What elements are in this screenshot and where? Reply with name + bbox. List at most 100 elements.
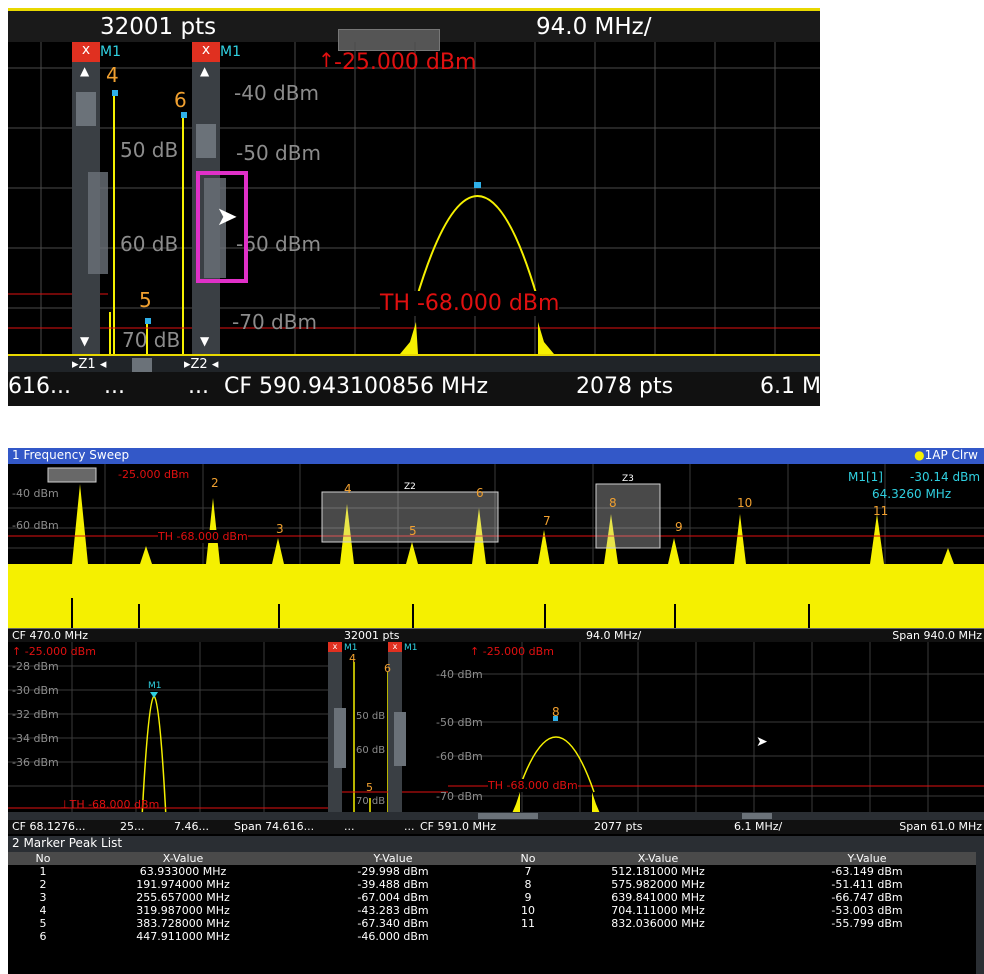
zoomed-mid-label: 70 dB	[356, 796, 386, 807]
table-row[interactable]: 6 447.911000 MHz -46.000 dBm	[8, 930, 976, 943]
z1-label[interactable]: ▸Z1 ◂	[72, 357, 107, 372]
zoomed-status-right-span: Span 61.0 MHz	[899, 820, 982, 833]
sweep-title: 1 Frequency Sweep	[12, 448, 130, 462]
zoomed-left-threshold: ⊥TH -68.000 dBm	[60, 798, 160, 811]
table-cell: 575.982000 MHz	[611, 878, 705, 891]
zoom-y-label: -70 dBm	[232, 310, 317, 334]
col-header-y[interactable]: Y-Value	[373, 852, 413, 865]
sweep-marker-8: 8	[609, 496, 617, 510]
zoomed-mid-m1: M1	[404, 643, 418, 653]
sweep-status-bar: CF 470.0 MHz 32001 pts 94.0 MHz/ Span 94…	[8, 628, 984, 642]
table-row[interactable]: 4 319.987000 MHz -43.283 dBm 10 704.111000 M…	[8, 904, 976, 917]
zoom-status-points: 2078 pts	[576, 374, 674, 399]
scroll-down-icon[interactable]: ▼	[80, 334, 90, 348]
col-header-no[interactable]: No	[35, 852, 51, 865]
col-header-no[interactable]: No	[520, 852, 536, 865]
sweep-status-span: Span 940.0 MHz	[892, 629, 982, 642]
zoomed-mid-label: 50 dB	[356, 711, 386, 722]
table-cell: 4	[39, 904, 47, 917]
mouse-pointer-icon: ➤	[216, 202, 238, 232]
table-row[interactable]: 3 255.657000 MHz -67.004 dBm 9 639.841000 MH…	[8, 891, 976, 904]
close-icon[interactable]: x	[72, 42, 100, 62]
table-cell: -29.998 dBm	[357, 865, 429, 878]
zoomed-hscroll[interactable]	[8, 812, 984, 820]
hscroll-thumb[interactable]	[742, 813, 772, 819]
table-cell: 383.728000 MHz	[136, 917, 230, 930]
zoomed-strip-1[interactable]: x	[328, 642, 346, 812]
zoomed-status-dots: ...	[404, 820, 415, 833]
marker-6: 6	[174, 88, 187, 112]
zoomed-right-y: -50 dBm	[436, 716, 483, 729]
table-cell	[558, 930, 758, 943]
zoomed-right-y: -70 dBm	[436, 790, 483, 803]
zoom-lower-bar: ▸Z1 ◂ ▸Z2 ◂	[8, 354, 820, 372]
zoom-scale: 94.0 MHz/	[536, 14, 652, 40]
zoomed-status-scale: 7.46...	[174, 820, 209, 833]
zoomed-status-right-scale: 6.1 MHz/	[734, 820, 783, 833]
strip-label: 70 dB	[122, 328, 181, 352]
strip-label: 50 dB	[120, 138, 179, 162]
table-row[interactable]: 2 191.974000 MHz -39.488 dBm 8 575.982000 MH…	[8, 878, 976, 891]
sweep-marker-3: 3	[276, 522, 284, 536]
scroll-thumb[interactable]	[334, 708, 346, 768]
sweep-y-label: -60 dBm	[12, 519, 59, 532]
peak-table: No X-Value Y-Value No X-Value Y-Value 1 6…	[8, 852, 976, 943]
peak-list: No X-Value Y-Value No X-Value Y-Value 1 6…	[8, 852, 984, 974]
close-icon[interactable]: x	[328, 642, 342, 652]
peak-list-scrollbar[interactable]	[976, 852, 984, 974]
zoom-slider-thumb[interactable]	[132, 358, 152, 372]
sweep-marker-7: 7	[543, 514, 551, 528]
table-cell: -55.799 dBm	[831, 917, 903, 930]
table-cell: -43.283 dBm	[357, 904, 429, 917]
marker-readout-level: -30.14 dBm	[910, 470, 981, 484]
sweep-marker-10: 10	[737, 496, 753, 510]
sweep-threshold: TH -68.000 dBm	[158, 530, 248, 543]
table-cell: 704.111000 MHz	[611, 904, 705, 917]
col-header-x[interactable]: X-Value	[637, 852, 679, 865]
sweep-marker-6: 6	[476, 486, 484, 500]
zoomed-right-ref: ↑ -25.000 dBm	[470, 645, 554, 658]
sweep-plot	[8, 464, 984, 628]
zoom-status-scale: 6.1 M	[760, 374, 820, 399]
scroll-range	[204, 178, 226, 278]
col-header-y[interactable]: Y-Value	[847, 852, 887, 865]
zoomed-right-threshold: TH -68.000 dBm	[488, 779, 578, 792]
table-cell: -46.000 dBm	[357, 930, 429, 943]
table-row[interactable]: 1 63.933000 MHz -29.998 dBm 7 512.181000 MHz…	[8, 865, 976, 878]
zoomed-mid-m1: M1	[344, 643, 358, 653]
scroll-up-icon[interactable]: ▲	[80, 64, 90, 78]
zoomed-marker-8: 8	[552, 705, 560, 719]
table-cell: 255.657000 MHz	[136, 891, 230, 904]
marker-5: 5	[139, 288, 152, 312]
close-icon[interactable]: x	[192, 42, 220, 62]
scroll-up-icon[interactable]: ▲	[200, 64, 210, 78]
zoomed-status-right-cf: CF 591.0 MHz	[420, 820, 497, 833]
zoom-ref-level: -25.000 dBm	[334, 50, 477, 75]
zoomed-left-y: -28 dBm	[12, 660, 59, 673]
table-cell: 832.036000 MHz	[611, 917, 705, 930]
zoom-y-label: -50 dBm	[236, 141, 321, 165]
scroll-thumb[interactable]	[196, 124, 216, 158]
sweep-status-cf: CF 470.0 MHz	[12, 629, 89, 642]
table-row[interactable]: 5 383.728000 MHz -67.340 dBm 11 832.036000 M…	[8, 917, 976, 930]
scroll-thumb[interactable]	[76, 92, 96, 126]
zoomed-marker-4: 4	[349, 652, 356, 665]
strip-label: 60 dB	[120, 232, 179, 256]
zoomed-right-y: -40 dBm	[436, 668, 483, 681]
scroll-down-icon[interactable]: ▼	[200, 334, 210, 348]
col-header-x[interactable]: X-Value	[162, 852, 204, 865]
zoom-scroll-strip-1[interactable]: x ▲ ▼	[72, 42, 108, 354]
z2-label[interactable]: ▸Z2 ◂	[184, 357, 219, 372]
zoom-ref-arrow-icon: ↑	[318, 48, 335, 72]
zoom-status-dots: ...	[188, 374, 209, 399]
sweep-status-scale: 94.0 MHz/	[586, 629, 642, 642]
zoomed-left-ref: ↑ -25.000 dBm	[12, 645, 96, 658]
zoom-status-cf: CF 590.943100856 MHz	[224, 374, 489, 399]
close-icon[interactable]: x	[388, 642, 402, 652]
zoom-points: 32001 pts	[100, 14, 217, 40]
scroll-thumb[interactable]	[394, 712, 406, 766]
zoomed-strip-2[interactable]: x	[388, 642, 406, 812]
zoomed-right-y: -60 dBm	[436, 750, 483, 763]
zoom-threshold-label: TH -68.000 dBm	[380, 291, 560, 316]
hscroll-thumb[interactable]	[478, 813, 538, 819]
